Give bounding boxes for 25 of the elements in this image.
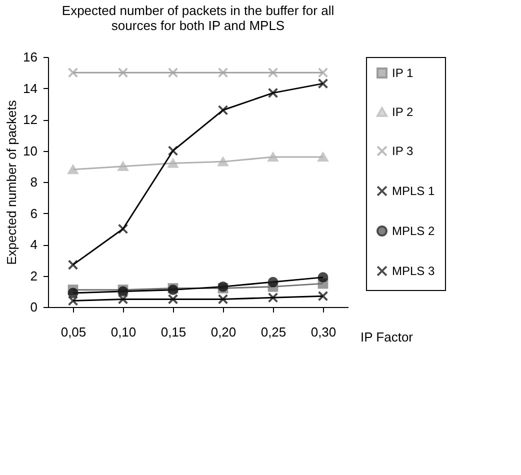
- legend-label: IP 3: [392, 144, 414, 158]
- legend-label: MPLS 2: [392, 224, 436, 238]
- legend-label: MPLS 1: [392, 184, 436, 198]
- y-tick-label: 16: [23, 50, 38, 64]
- legend-label: MPLS 3: [392, 264, 436, 278]
- y-axis-title: Expected number of packets: [4, 100, 20, 265]
- x-tick-label: 0,30: [310, 324, 336, 340]
- x-tick-label: 0,10: [110, 324, 136, 340]
- y-tick-label: 14: [23, 80, 38, 96]
- y-tick-label: 6: [30, 206, 38, 221]
- x-tick-label: 0,25: [260, 324, 286, 340]
- y-tick-label: 10: [23, 143, 38, 158]
- y-tick-label: 4: [30, 237, 38, 252]
- text: sources for both IP and MPLS: [111, 18, 285, 33]
- legend-label: IP 1: [392, 66, 414, 80]
- text: Expected number of packets in the buffer for all: [62, 3, 334, 18]
- y-tick-label: 2: [30, 268, 38, 284]
- y-tick-label: 12: [23, 112, 38, 127]
- x-tick-label: 0,15: [160, 324, 186, 340]
- legend-label: IP 2: [392, 105, 414, 119]
- x-tick-label: 0,05: [60, 324, 86, 340]
- x-axis-title: IP Factor: [360, 330, 414, 344]
- x-tick-label: 0,20: [210, 324, 236, 340]
- y-tick-label: 8: [30, 174, 38, 190]
- y-tick-label: 0: [30, 300, 38, 314]
